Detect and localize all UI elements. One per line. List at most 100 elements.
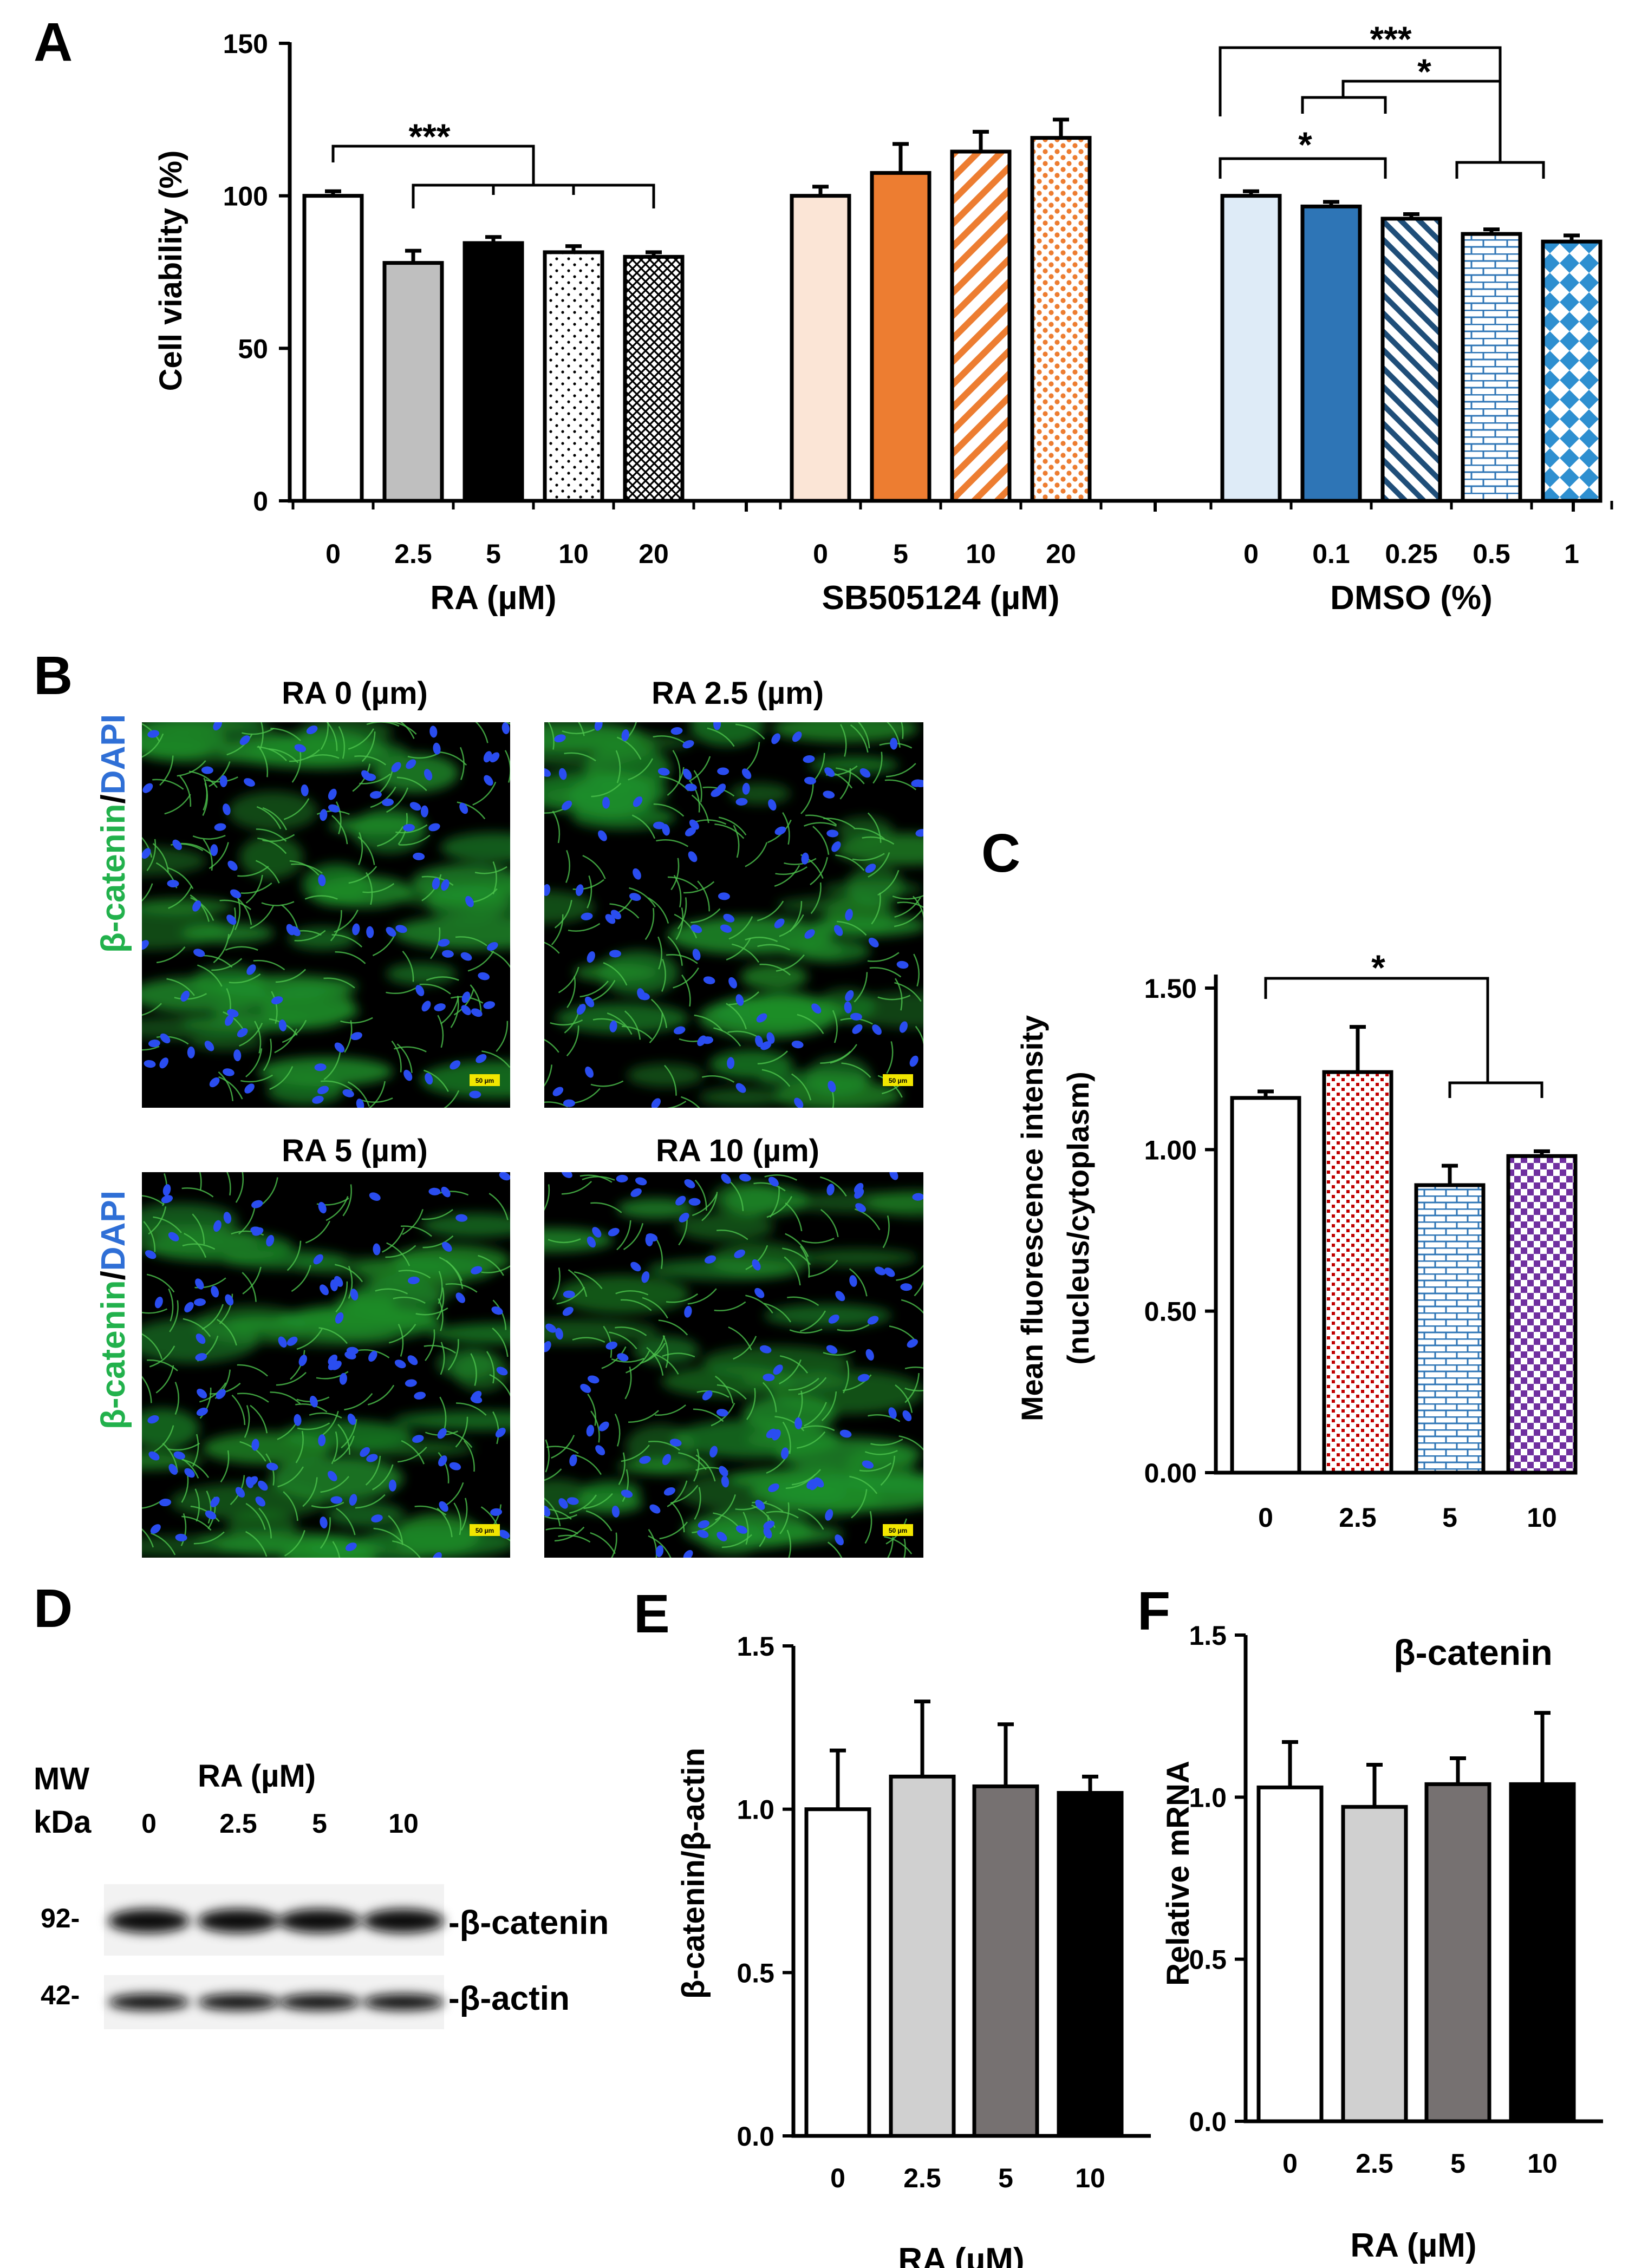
micrograph-panel: RA 0 (µm) RA 2.5 (µm) RA 5 (µm) RA 10 (µ… xyxy=(95,676,923,1558)
bar-e-0 xyxy=(804,1807,871,2138)
tick-label-e-0.0: 0.0 xyxy=(737,2121,774,2152)
tick-label-f-1.0: 1.0 xyxy=(1189,1782,1227,1813)
bar-a-g2-3 xyxy=(1461,232,1522,503)
sig-star-dmso-3: * xyxy=(1298,125,1312,165)
panel-letter-a: A xyxy=(34,12,73,73)
mw-92: 92- xyxy=(41,1903,80,1933)
bar-a-g1-0 xyxy=(790,194,851,503)
sig-bracket-dmso-3 xyxy=(1219,157,1387,179)
sig-bracket-dmso-1 xyxy=(1219,46,1545,179)
bar-c-1 xyxy=(1322,1070,1393,1475)
bar-a-g1-3 xyxy=(1030,136,1092,503)
category-label-c-2: 5 xyxy=(1442,1502,1457,1533)
bar-a-g0-0 xyxy=(302,194,364,503)
scale-bar-2: 50 µm xyxy=(470,1524,500,1536)
kda-label: kDa xyxy=(34,1805,92,1840)
micrograph-0: 50 µm xyxy=(142,722,510,1108)
category-label-a-g0-0: 0 xyxy=(325,539,341,569)
bar-a-g1-1 xyxy=(870,171,932,503)
mw-42: 42- xyxy=(41,1980,80,2010)
bar-a-g0-4-error xyxy=(646,250,662,257)
micrograph-cells-3 xyxy=(544,1172,923,1558)
bar-c-2-error xyxy=(1442,1164,1458,1185)
tick-label-e-0.5: 0.5 xyxy=(737,1958,774,1988)
category-label-f-0: 0 xyxy=(1282,2148,1298,2179)
bar-e-2 xyxy=(972,1784,1039,2138)
category-label-a-g2-2: 0.25 xyxy=(1385,539,1437,569)
bar-a-g2-4-error xyxy=(1564,233,1580,242)
bar-e-1 xyxy=(889,1774,956,2138)
category-label-a-g1-3: 20 xyxy=(1046,539,1076,569)
lane-label-0: 0 xyxy=(141,1808,157,1839)
bar-a-g2-1-error xyxy=(1323,200,1339,207)
category-label-a-g2-0: 0 xyxy=(1243,539,1259,569)
category-label-a-g1-0: 0 xyxy=(813,539,828,569)
scale-bar-0: 50 µm xyxy=(470,1074,500,1086)
micrograph-1: 50 µm xyxy=(544,722,923,1108)
chart-title-f: β-catenin xyxy=(1393,1632,1552,1672)
category-label-a-g1-2: 10 xyxy=(966,539,996,569)
scale-bar-3: 50 µm xyxy=(883,1524,913,1536)
tick-label-e-1.5: 1.5 xyxy=(737,1631,774,1662)
y-axis-label-f: Relative mRNA xyxy=(1161,1761,1196,1986)
y-axis-label-c-1: Mean fluorescence intensity xyxy=(1015,1015,1049,1421)
bar-c-3-error xyxy=(1534,1149,1550,1156)
tick-label-f-0.0: 0.0 xyxy=(1189,2107,1227,2137)
bar-e-1-error xyxy=(914,1700,930,1777)
tick-label-a-100: 100 xyxy=(223,181,268,212)
category-label-a-g0-2: 5 xyxy=(486,539,501,569)
chart-e: 0.0 0.5 1.0 1.5 0 2.5 5 10 RA (µM) β-catenin/β-ac… xyxy=(676,1631,1151,2268)
sig-bracket-ra-sub xyxy=(412,184,655,208)
micrograph-3: 50 µm xyxy=(544,1172,923,1558)
tick-label-f-1.5: 1.5 xyxy=(1189,1620,1227,1651)
category-label-e-2: 5 xyxy=(998,2163,1013,2193)
bar-f-0-error xyxy=(1282,1740,1298,1788)
bar-c-1-error xyxy=(1350,1025,1366,1073)
bar-a-g2-2-error xyxy=(1403,212,1419,219)
band-catenin-1 xyxy=(198,1909,279,1933)
category-label-e-3: 10 xyxy=(1075,2163,1105,2193)
bar-a-g0-1-error xyxy=(405,249,421,263)
band-label-beta-actin: -β-actin xyxy=(448,1980,570,2017)
x-axis-label-e: RA (µM) xyxy=(898,2241,1024,2268)
sig-bracket-ra xyxy=(331,145,535,184)
scale-bar-label-2: 50 µm xyxy=(475,1527,494,1534)
bar-a-g0-3-error xyxy=(565,244,582,252)
micrograph-cells-0 xyxy=(142,722,510,1108)
sig-star-dmso-1: *** xyxy=(1370,19,1411,59)
bar-a-g1-3-error xyxy=(1053,117,1069,138)
micrograph-cells-2 xyxy=(142,1172,510,1558)
y-axis-label-c-2: (nucleus/cytoplasm) xyxy=(1061,1071,1095,1364)
category-label-f-1: 2.5 xyxy=(1356,2148,1393,2179)
category-label-a-g0-3: 10 xyxy=(558,539,589,569)
bar-c-3 xyxy=(1506,1154,1578,1475)
bar-a-g1-2-error xyxy=(973,129,989,152)
stain-label-top: β-catenin/DAPI xyxy=(95,714,132,953)
bar-f-1-error xyxy=(1366,1762,1383,1807)
bar-a-g2-4 xyxy=(1541,239,1603,503)
band-label-beta-catenin: -β-catenin xyxy=(448,1904,609,1942)
sig-star-c: * xyxy=(1371,947,1385,988)
group-label-a-0: RA (µM) xyxy=(430,579,556,617)
bar-c-0-error xyxy=(1258,1089,1274,1098)
band-actin-3 xyxy=(363,1994,444,2010)
micrograph-title-ra10: RA 10 (µm) xyxy=(656,1133,819,1168)
blot-bands xyxy=(108,1909,444,2010)
western-blot: MW kDa RA (µM) 0 2.5 5 10 92- 42- -β-cat… xyxy=(34,1759,609,2029)
bar-a-g0-3 xyxy=(543,250,604,503)
category-label-e-0: 0 xyxy=(830,2163,845,2193)
bar-a-g2-3-error xyxy=(1483,227,1500,234)
tick-label-c-0.00: 0.00 xyxy=(1144,1458,1197,1488)
band-catenin-3 xyxy=(363,1909,444,1933)
micrograph-fibers-0 xyxy=(142,722,510,1105)
group-label-a-2: DMSO (%) xyxy=(1330,579,1493,617)
category-label-e-1: 2.5 xyxy=(903,2163,941,2193)
panel-letter-b: B xyxy=(34,645,73,706)
x-axis-label-f: RA (µM) xyxy=(1350,2227,1476,2264)
bar-f-0 xyxy=(1256,1785,1324,2123)
micrograph-fibers-3 xyxy=(544,1181,923,1557)
category-label-f-3: 10 xyxy=(1527,2148,1558,2179)
category-label-a-g2-3: 0.5 xyxy=(1473,539,1510,569)
